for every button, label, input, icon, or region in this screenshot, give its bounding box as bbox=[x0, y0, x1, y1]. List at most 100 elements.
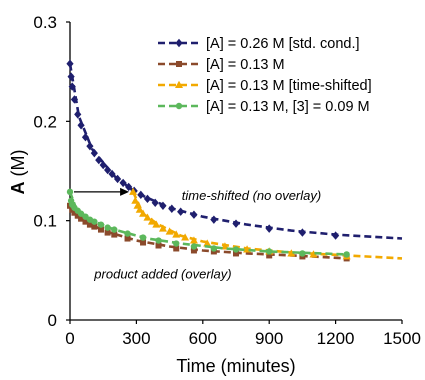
data-point bbox=[332, 231, 340, 240]
data-point bbox=[104, 224, 111, 231]
data-point bbox=[152, 220, 161, 228]
data-point bbox=[67, 72, 75, 81]
data-point bbox=[129, 187, 138, 195]
data-point bbox=[266, 252, 273, 259]
data-point bbox=[159, 201, 167, 210]
x-tick-label: 0 bbox=[65, 329, 74, 348]
data-point bbox=[143, 213, 152, 221]
data-point bbox=[155, 242, 162, 249]
data-point bbox=[181, 233, 190, 241]
data-point bbox=[91, 218, 98, 225]
data-point bbox=[78, 215, 85, 222]
data-point bbox=[140, 239, 147, 246]
x-tick-label: 300 bbox=[122, 329, 150, 348]
data-point bbox=[210, 215, 218, 224]
data-point bbox=[177, 207, 185, 216]
y-tick-label: 0 bbox=[48, 311, 57, 330]
data-point bbox=[111, 226, 118, 233]
data-point bbox=[66, 188, 74, 196]
data-point bbox=[299, 250, 306, 257]
legend-swatch-marker bbox=[176, 61, 182, 67]
data-point bbox=[81, 133, 90, 142]
legend-item: [A] = 0.26 M [std. cond.] bbox=[158, 36, 360, 52]
data-point bbox=[190, 243, 198, 250]
data-point bbox=[70, 95, 79, 104]
data-point bbox=[77, 121, 85, 130]
data-point bbox=[189, 236, 198, 244]
data-point bbox=[143, 194, 152, 204]
data-point bbox=[155, 237, 162, 244]
data-point bbox=[232, 246, 240, 253]
legend-label: [A] = 0.13 M [time-shifted] bbox=[206, 78, 372, 94]
annotation-2: product added (overlay) bbox=[93, 266, 231, 281]
data-point bbox=[91, 223, 98, 230]
legend: [A] = 0.26 M [std. cond.] [A] = 0.13 M [A]… bbox=[158, 36, 372, 115]
legend-item: [A] = 0.13 M [time-shifted] bbox=[158, 78, 372, 94]
data-point bbox=[124, 235, 131, 242]
data-point bbox=[172, 230, 181, 238]
x-tick-label: 1500 bbox=[383, 329, 421, 348]
data-point bbox=[104, 165, 112, 175]
legend-swatch-marker bbox=[175, 80, 183, 88]
data-point bbox=[113, 174, 122, 184]
legend-label: [A] = 0.13 M bbox=[206, 57, 285, 73]
x-tick-label: 1200 bbox=[317, 329, 355, 348]
data-point bbox=[210, 245, 218, 252]
data-point bbox=[86, 141, 94, 151]
data-point bbox=[97, 221, 105, 228]
data-point bbox=[287, 249, 296, 257]
series-trend-line bbox=[131, 191, 403, 260]
legend-label: [A] = 0.26 M [std. cond.] bbox=[206, 36, 360, 52]
data-point bbox=[168, 204, 176, 213]
data-point bbox=[173, 245, 180, 252]
data-point bbox=[68, 82, 76, 91]
data-point bbox=[74, 110, 82, 119]
y-tick-label: 0.2 bbox=[33, 112, 57, 131]
x-tick-label: 900 bbox=[255, 329, 283, 348]
data-point bbox=[165, 227, 174, 235]
data-point bbox=[265, 224, 273, 233]
series-4 bbox=[66, 188, 350, 258]
shift-arrow-head bbox=[120, 187, 130, 196]
data-point bbox=[151, 198, 159, 207]
data-point bbox=[125, 182, 133, 192]
data-point bbox=[233, 250, 239, 257]
annotation-1: time-shifted (no overlay) bbox=[182, 188, 321, 203]
data-point bbox=[137, 190, 145, 200]
data-point bbox=[82, 218, 89, 225]
legend-swatch-marker bbox=[175, 38, 183, 48]
series-1 bbox=[66, 59, 403, 240]
data-point bbox=[266, 248, 273, 255]
data-point bbox=[104, 229, 111, 236]
data-point bbox=[119, 178, 127, 188]
data-point bbox=[135, 205, 144, 213]
data-point bbox=[147, 217, 156, 225]
data-point bbox=[111, 231, 118, 238]
data-point bbox=[97, 226, 104, 233]
data-point bbox=[203, 239, 212, 247]
y-tick-label: 0.1 bbox=[33, 212, 57, 231]
x-axis-label: Time (minutes) bbox=[176, 356, 295, 376]
data-point bbox=[173, 240, 180, 247]
data-point bbox=[66, 59, 74, 68]
legend-item: [A] = 0.13 M, [3] = 0.09 M bbox=[158, 99, 370, 115]
data-point bbox=[95, 155, 103, 165]
data-point bbox=[232, 219, 240, 228]
data-point bbox=[90, 148, 98, 158]
data-point bbox=[158, 224, 167, 232]
legend-swatch-marker bbox=[175, 102, 183, 110]
data-point bbox=[108, 169, 116, 179]
data-point bbox=[190, 210, 198, 219]
data-point bbox=[124, 230, 131, 237]
x-tick-label: 600 bbox=[189, 329, 217, 348]
legend-item: [A] = 0.13 M bbox=[158, 57, 285, 73]
y-tick-label: 0.3 bbox=[33, 13, 57, 32]
data-point bbox=[139, 209, 148, 217]
data-point bbox=[71, 209, 78, 216]
y-axis-label: A (M) bbox=[8, 150, 28, 195]
data-point bbox=[139, 234, 147, 241]
data-point bbox=[190, 247, 197, 254]
data-point bbox=[99, 160, 107, 170]
data-point bbox=[343, 251, 350, 258]
